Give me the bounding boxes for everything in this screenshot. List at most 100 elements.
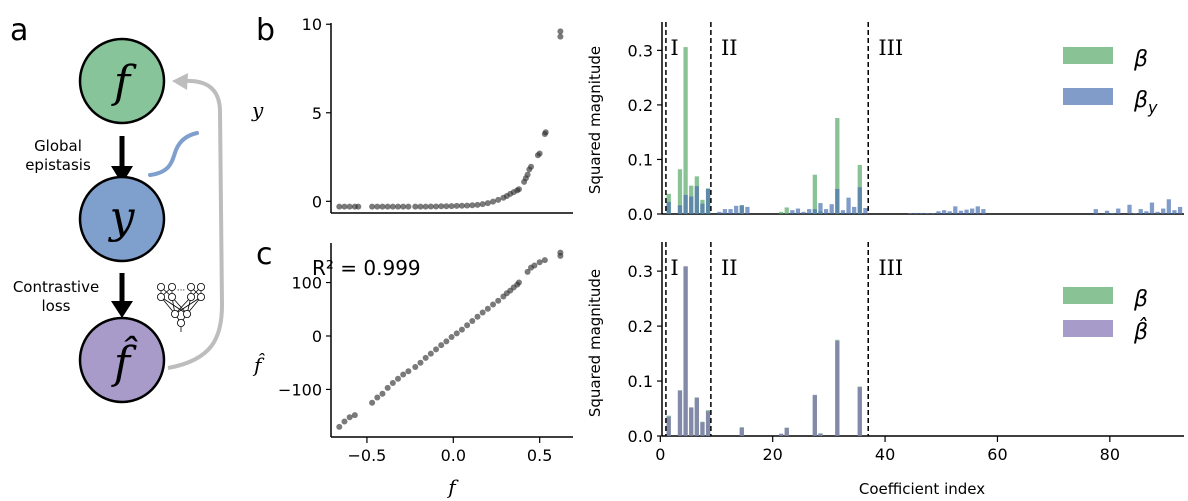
b-scatter-point [474,201,481,208]
b-scatter-point [557,33,564,40]
b-bars-bar [1166,199,1171,214]
c-scatter-point [524,268,531,275]
b-bars-bar [835,188,840,214]
b-bars-bar [801,211,806,214]
c-bars-bar [739,427,744,436]
c-bars-xtick-label: 20 [763,445,783,464]
b-bars-chart: 0.00.10.20.3 I II III [628,22,1184,224]
c-bars-ytick-label: 0.2 [628,317,653,336]
c-bars-bar [689,407,694,436]
c-bars-bar [666,416,671,436]
b-bars-bar [705,188,711,214]
c-bars-ylabel: Squared magnitude [586,269,604,417]
c-scatter-point [479,309,486,316]
c-scatter-ytick-label: 100 [291,274,322,293]
b-bars-bar [677,205,683,214]
c-scatter-point [412,363,419,370]
b-bars-bar [1172,210,1177,214]
diagram: f y f̂ Global epistasis Contrastive loss… [13,37,225,404]
c-bars-bar [835,340,840,436]
c-scatter-point [351,412,358,419]
node-f: f [78,37,166,125]
b-scatter-point [458,202,465,209]
node-y: y [78,175,166,263]
nn-node [170,309,179,318]
neural-network-icon: ··· [156,282,205,332]
b-scatter-point [405,203,412,210]
b-bars-bar [823,209,829,214]
edge-label-contrastive: Contrastive [13,278,99,296]
b-scatter-ytick-label: 0 [312,192,322,211]
b-scatter-point [369,203,376,210]
c-bars-bar [812,394,817,436]
b-bars-bar [722,209,728,214]
c-bars-bar [778,433,784,436]
c-scatter-point [433,346,440,353]
b-bars-bar [975,206,980,214]
c-scatter-xlabel: f [446,475,459,499]
c-scatter-point [389,380,396,387]
b-scatter-point [557,28,564,35]
c-scatter-point [464,322,471,329]
b-bars-bar [857,187,862,214]
b-scatter-point [484,200,491,207]
nn-node [156,282,165,291]
c-scatter-ylabel: f̂ [252,353,266,377]
b-bars-bar [913,212,919,214]
panel-label-a: a [10,13,28,48]
b-scatter-ylabel: y [251,98,264,122]
b-scatter-point [495,196,502,203]
c-scatter-xtick-label: 0.5 [527,446,552,465]
b-bars-bar [840,210,846,214]
nn-node [196,292,205,301]
c-bars-bar [694,397,699,436]
b-scatter-point [515,186,522,193]
edge-label-loss: loss [42,297,71,315]
c-bars-xlabel: Coefficient index [859,480,985,498]
b-bars-bar [745,206,750,214]
b-bars-bar [1104,210,1110,214]
b-scatter-point [417,203,424,210]
c-bars-chart: 0.00.10.20.30 20 40 60 80I II III [628,242,1184,464]
b-bars-bar [683,194,688,214]
arrowhead-f-to-y [111,166,133,184]
nn-node [186,282,195,291]
nn-node [196,282,205,291]
b-bars-bar [925,213,930,214]
nn-edge [160,296,188,315]
b-scatter-ytick-label: 5 [312,104,322,123]
node-fhat: f̂ [78,316,166,404]
c-bars-xtick-label: 0 [655,445,665,464]
b-scatter-point [384,203,391,210]
c-scatter-point [346,414,353,421]
nn-ellipsis: ··· [177,286,186,296]
b-bars-bar [778,211,784,214]
b-bars-bar [689,196,694,214]
c-legend: β β̂ [1063,287,1148,345]
c-scatter-point [336,423,343,430]
edge-label-epistasis: epistasis [25,156,91,174]
c-bars-region-label: I [670,256,678,280]
c-scatter-point [557,249,564,256]
c-scatter-point [515,279,522,286]
legend-swatch-beta [1063,287,1113,304]
b-scatter-point [542,129,549,136]
nn-node [182,309,191,318]
b-scatter-point [453,202,460,209]
c-scatter-point [369,399,376,406]
b-bars-bar [947,211,952,214]
b-bars-bar [1161,208,1166,214]
b-bars-bar [728,209,733,214]
panel-label-c: c [256,237,273,272]
c-scatter-point [536,259,543,266]
b-bars-bar [666,202,671,214]
c-bars-xtick-label: 60 [987,445,1007,464]
nn-node [176,318,185,327]
b-bars-bar [700,203,705,214]
b-scatter-point [341,203,348,210]
nn-node [167,292,176,301]
b-bars-bar [958,210,964,214]
legend-label-beta: β [1133,287,1148,312]
c-scatter-point [490,301,497,308]
sigmoid-curve-icon [148,131,199,177]
